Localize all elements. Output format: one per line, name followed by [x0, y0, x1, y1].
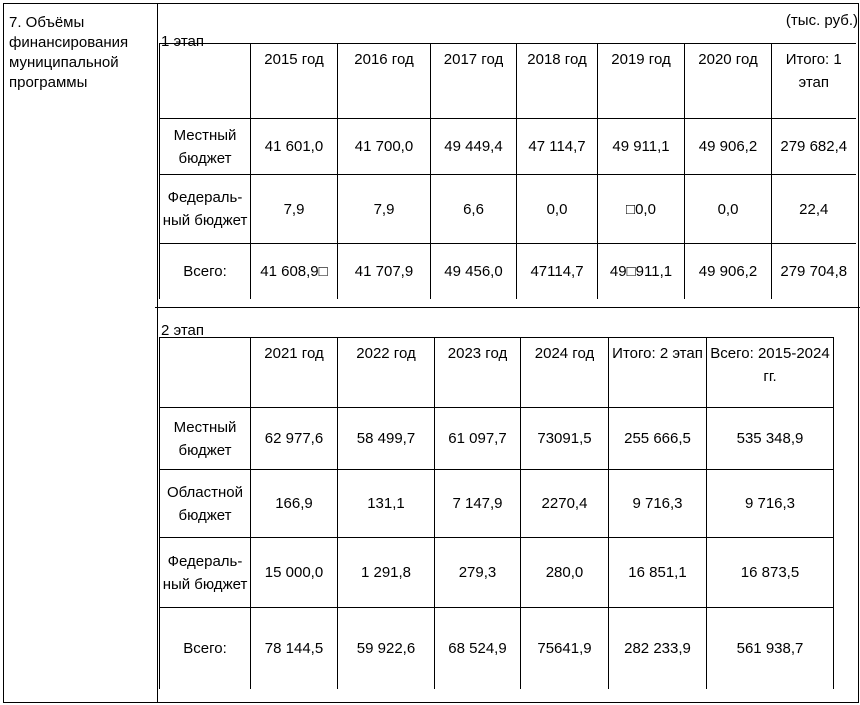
- column-header: 2023 год: [434, 337, 521, 408]
- table-cell: 16 873,5: [706, 537, 834, 608]
- table-cell: 255 666,5: [608, 407, 707, 470]
- header-row: 2015 год 2016 год 2017 год 2018 год 2019 год…: [159, 43, 856, 119]
- section-title: 7. Объёмы финансирования муниципальной п…: [9, 14, 129, 91]
- table-row: Федераль-ный бюджет 7,9 7,9 6,6 0,0 □0,0 0,0 22…: [159, 174, 856, 244]
- stage2-label: 2 этап: [161, 322, 205, 339]
- table-cell: 49 456,0: [430, 243, 517, 299]
- row-label: Местный бюджет: [159, 407, 251, 470]
- table-row: Местный бюджет 62 977,6 58 499,7 61 097,7 73…: [159, 407, 834, 470]
- table-cell: 282 233,9: [608, 607, 707, 689]
- table-row: Всего: 41 608,9□ 41 707,9 49 456,0 47114,7 49…: [159, 243, 856, 299]
- table-row: Местный бюджет 41 601,0 41 700,0 49 449,4 47…: [159, 118, 856, 175]
- table-cell: 166,9: [250, 469, 338, 538]
- column-header: 2018 год: [516, 43, 598, 119]
- column-header: 2020 год: [684, 43, 772, 119]
- table-cell: 41 707,9: [337, 243, 431, 299]
- document-table: 7. Объёмы финансирования муниципальной п…: [3, 3, 859, 703]
- table-cell: 0,0: [516, 174, 598, 244]
- table-cell: 9 716,3: [706, 469, 834, 538]
- table-cell: 49 906,2: [684, 243, 772, 299]
- table-cell: 0,0: [684, 174, 772, 244]
- table-cell: 61 097,7: [434, 407, 521, 470]
- table-cell: 41 601,0: [250, 118, 338, 175]
- table-cell: 59 922,6: [337, 607, 435, 689]
- section-label-cell: 7. Объёмы финансирования муниципальной п…: [4, 4, 158, 702]
- table-cell: 2270,4: [520, 469, 609, 538]
- table-cell: 62 977,6: [250, 407, 338, 470]
- column-header: 2017 год: [430, 43, 517, 119]
- unit-label: (тыс. руб.): [785, 12, 858, 29]
- table-cell: 41 608,9□: [250, 243, 338, 299]
- header-row: 2021 год 2022 год 2023 год 2024 год Итого: 2…: [159, 337, 834, 408]
- table-cell: 1 291,8: [337, 537, 435, 608]
- table-cell: 47114,7: [516, 243, 598, 299]
- table-cell: 75641,9: [520, 607, 609, 689]
- column-header: 2021 год: [250, 337, 338, 408]
- table-cell: 49 906,2: [684, 118, 772, 175]
- column-header: [159, 43, 251, 119]
- column-header: 2022 год: [337, 337, 435, 408]
- column-header: 2016 год: [337, 43, 431, 119]
- table-cell: 78 144,5: [250, 607, 338, 689]
- row-label: Всего:: [159, 243, 251, 299]
- table-cell: 15 000,0: [250, 537, 338, 608]
- table-cell: 279 704,8: [771, 243, 856, 299]
- table-cell: 58 499,7: [337, 407, 435, 470]
- table-cell: 7 147,9: [434, 469, 521, 538]
- table-cell: 535 348,9: [706, 407, 834, 470]
- table-cell: 22,4: [771, 174, 856, 244]
- table-cell: □0,0: [597, 174, 685, 244]
- table-row: Областной бюджет 166,9 131,1 7 147,9 2270,4 9…: [159, 469, 834, 538]
- column-header: Всего: 2015-2024 гг.: [706, 337, 834, 408]
- column-header: 2024 год: [520, 337, 609, 408]
- table-cell: 279,3: [434, 537, 521, 608]
- row-label: Федераль-ный бюджет: [159, 537, 251, 608]
- column-header: [159, 337, 251, 408]
- column-header: 2019 год: [597, 43, 685, 119]
- divider: [155, 307, 860, 308]
- table-cell: 49□911,1: [597, 243, 685, 299]
- stage1-table: 2015 год 2016 год 2017 год 2018 год 2019 год…: [159, 43, 856, 299]
- table-row: Федераль-ный бюджет 15 000,0 1 291,8 279,3 2…: [159, 537, 834, 608]
- row-label: Местный бюджет: [159, 118, 251, 175]
- column-header: Итого: 2 этап: [608, 337, 707, 408]
- table-cell: 280,0: [520, 537, 609, 608]
- column-header: Итого: 1 этап: [771, 43, 856, 119]
- table-cell: 561 938,7: [706, 607, 834, 689]
- row-label: Федераль-ный бюджет: [159, 174, 251, 244]
- table-cell: 7,9: [250, 174, 338, 244]
- table-cell: 9 716,3: [608, 469, 707, 538]
- table-cell: 131,1: [337, 469, 435, 538]
- table-cell: 49 911,1: [597, 118, 685, 175]
- row-label: Областной бюджет: [159, 469, 251, 538]
- table-cell: 7,9: [337, 174, 431, 244]
- table-cell: 41 700,0: [337, 118, 431, 175]
- column-header: 2015 год: [250, 43, 338, 119]
- table-row: Всего: 78 144,5 59 922,6 68 524,9 75641,9 282…: [159, 607, 834, 689]
- table-cell: 47 114,7: [516, 118, 598, 175]
- table-cell: 6,6: [430, 174, 517, 244]
- table-cell: 279 682,4: [771, 118, 856, 175]
- table-cell: 49 449,4: [430, 118, 517, 175]
- row-label: Всего:: [159, 607, 251, 689]
- table-cell: 73091,5: [520, 407, 609, 470]
- table-cell: 68 524,9: [434, 607, 521, 689]
- stage2-table: 2021 год 2022 год 2023 год 2024 год Итого: 2…: [159, 337, 834, 689]
- table-cell: 16 851,1: [608, 537, 707, 608]
